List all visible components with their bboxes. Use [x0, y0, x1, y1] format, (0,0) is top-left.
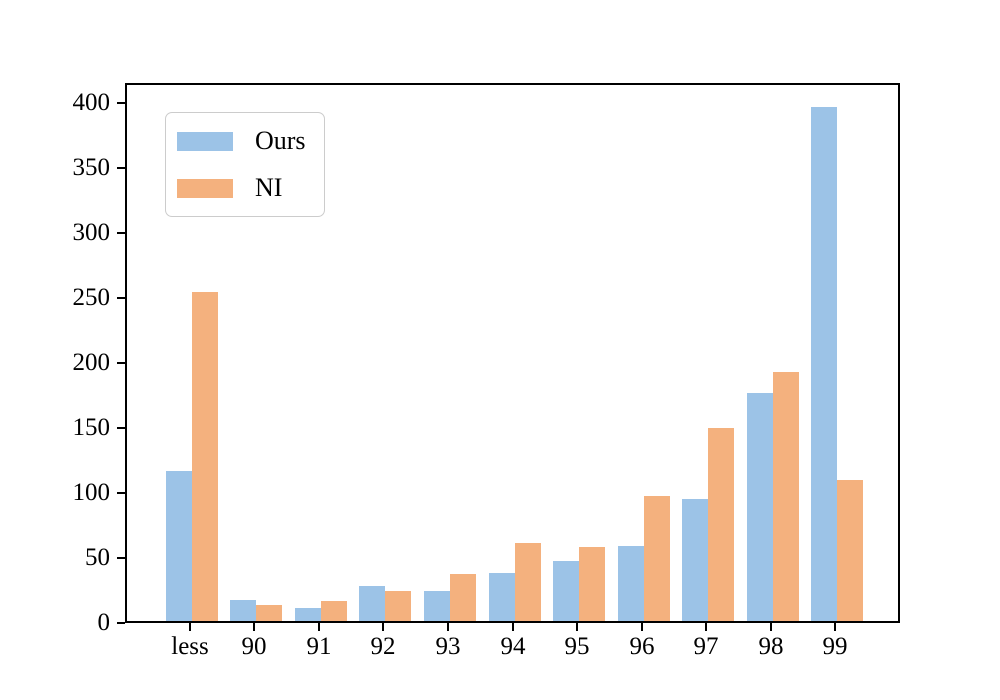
bar-ours-96 [618, 546, 644, 621]
bar-ours-90 [230, 600, 256, 621]
bar-ni-92 [385, 591, 411, 621]
legend-item-ni: NI [177, 173, 306, 203]
legend-label: NI [255, 173, 283, 202]
y-tick-mark [117, 297, 125, 299]
y-tick-label: 150 [72, 414, 111, 441]
x-tick-label-95: 95 [564, 633, 590, 660]
x-tick-mark [253, 623, 255, 631]
bar-ni-90 [256, 605, 282, 621]
y-tick-mark [117, 362, 125, 364]
x-tick-label-93: 93 [435, 633, 461, 660]
bar-ours-95 [553, 561, 579, 621]
x-tick-label-97: 97 [693, 633, 719, 660]
legend-swatch-ours [177, 131, 233, 151]
y-tick-mark [117, 492, 125, 494]
y-tick-label: 100 [72, 479, 111, 506]
bar-ours-less [166, 471, 192, 621]
x-tick-mark [770, 623, 772, 631]
legend-label: Ours [255, 126, 306, 155]
x-tick-mark [641, 623, 643, 631]
bar-ni-99 [837, 480, 863, 621]
y-tick-label: 50 [85, 544, 110, 571]
x-tick-mark [576, 623, 578, 631]
bar-ours-98 [747, 393, 773, 621]
y-tick-mark [117, 427, 125, 429]
x-tick-label-99: 99 [822, 633, 848, 660]
x-tick-label-92: 92 [370, 633, 396, 660]
bar-ni-95 [579, 547, 605, 621]
x-tick-label-91: 91 [306, 633, 332, 660]
y-tick-label: 250 [72, 284, 111, 311]
x-tick-label-98: 98 [758, 633, 784, 660]
y-tick-mark [117, 102, 125, 104]
x-tick-label-less: less [171, 633, 209, 660]
bar-ni-96 [644, 496, 670, 621]
bar-ours-94 [489, 573, 515, 621]
bar-ni-98 [773, 372, 799, 621]
y-tick-mark [117, 167, 125, 169]
x-tick-mark [512, 623, 514, 631]
y-tick-label: 0 [97, 609, 111, 636]
x-tick-label-90: 90 [241, 633, 267, 660]
bar-ours-97 [682, 499, 708, 621]
legend-item-ours: Ours [177, 126, 306, 156]
bar-ours-91 [295, 608, 321, 621]
y-tick-label: 200 [72, 349, 111, 376]
x-tick-mark [382, 623, 384, 631]
bar-ni-91 [321, 601, 347, 621]
plot-area: Ours NI [125, 83, 900, 623]
x-tick-mark [834, 623, 836, 631]
bar-ni-less [192, 292, 218, 621]
x-tick-mark [447, 623, 449, 631]
y-tick-label: 350 [72, 154, 111, 181]
y-tick-label: 300 [72, 219, 111, 246]
x-tick-mark [318, 623, 320, 631]
x-tick-mark [705, 623, 707, 631]
x-tick-label-96: 96 [629, 633, 655, 660]
bar-ours-92 [359, 586, 385, 621]
y-tick-label: 400 [72, 89, 111, 116]
y-tick-mark [117, 622, 125, 624]
legend: Ours NI [165, 112, 325, 217]
y-tick-mark [117, 232, 125, 234]
bar-ours-93 [424, 591, 450, 621]
y-tick-mark [117, 557, 125, 559]
x-tick-mark [189, 623, 191, 631]
legend-swatch-ni [177, 178, 233, 198]
x-tick-label-94: 94 [500, 633, 526, 660]
bar-ours-99 [811, 107, 837, 621]
bar-ni-97 [708, 428, 734, 621]
bar-ni-94 [515, 543, 541, 621]
bar-ni-93 [450, 574, 476, 621]
